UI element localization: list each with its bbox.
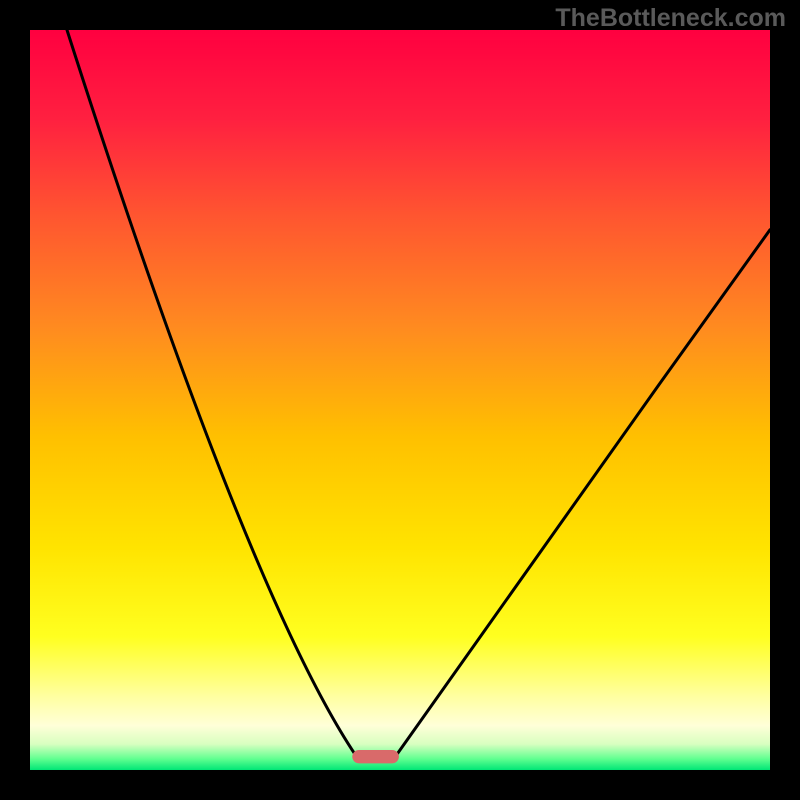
optimal-marker <box>352 750 399 763</box>
watermark-text: TheBottleneck.com <box>555 4 786 33</box>
bottleneck-chart <box>30 30 770 770</box>
gradient-background <box>30 30 770 770</box>
chart-frame <box>30 30 770 770</box>
